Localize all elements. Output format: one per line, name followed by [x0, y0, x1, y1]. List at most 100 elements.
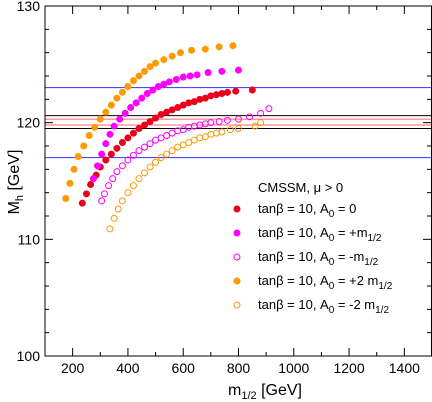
- series-3-point-22: [201, 45, 209, 53]
- series-2-point-25: [246, 113, 254, 121]
- series-0-point-13: [146, 118, 154, 125]
- x-tick-label-4: 1000: [278, 360, 309, 376]
- series-3-point-24: [229, 42, 237, 50]
- series-3-point-3: [74, 153, 82, 160]
- series-4-point-11: [163, 150, 171, 158]
- series-3-point-9: [107, 101, 115, 109]
- series-0-point-11: [135, 125, 143, 132]
- series-3-point-0: [62, 195, 70, 202]
- series-0-point-0: [78, 199, 86, 207]
- series-0-point-26: [218, 90, 226, 97]
- series-3-point-20: [176, 49, 184, 57]
- series-4-point-10: [157, 154, 165, 162]
- series-0-point-27: [223, 88, 231, 96]
- legend-marker-2: [233, 253, 241, 261]
- series-2-point-10: [146, 140, 154, 148]
- data-points: [62, 42, 273, 233]
- series-0-point-20: [185, 99, 193, 107]
- series-1-point-19: [193, 71, 201, 79]
- series-2-point-0: [98, 197, 106, 205]
- series-0-point-2: [87, 181, 95, 188]
- series-0-point-24: [207, 92, 215, 100]
- series-3-point-10: [113, 94, 121, 102]
- x-tick-label-3: 800: [227, 360, 251, 376]
- series-1-point-7: [121, 109, 129, 117]
- x-tick-label-1: 400: [116, 360, 140, 376]
- series-2-point-5: [118, 162, 126, 170]
- series-3-point-8: [102, 108, 110, 116]
- legend-header: CMSSM, μ > 0: [258, 180, 343, 195]
- series-1-point-11: [143, 90, 151, 97]
- y-tick-label-2: 120: [17, 115, 41, 131]
- series-3-point-16: [146, 63, 154, 71]
- series-2-point-27: [265, 105, 273, 113]
- series-1-point-0: [89, 175, 97, 183]
- series-4-point-22: [226, 126, 234, 134]
- series-4-point-8: [146, 163, 154, 171]
- series-2-point-8: [135, 147, 143, 155]
- x-axis-title: m1/2 [GeV]: [228, 382, 302, 402]
- legend-marker-4: [233, 301, 241, 309]
- series-4-point-5: [129, 182, 137, 190]
- series-4-point-12: [168, 147, 176, 155]
- series-0-point-29: [248, 86, 256, 94]
- series-3-point-1: [66, 179, 74, 187]
- series-1-point-12: [149, 86, 157, 94]
- series-2-point-23: [223, 116, 231, 124]
- series-4-point-21: [218, 128, 226, 136]
- series-2-point-21: [207, 119, 215, 127]
- series-4-point-19: [207, 130, 215, 138]
- series-1-point-8: [127, 104, 135, 111]
- series-4-point-7: [141, 169, 149, 177]
- series-2-point-20: [201, 120, 209, 128]
- series-1-point-5: [110, 122, 118, 130]
- series-3-point-7: [96, 115, 104, 123]
- series-3-point-6: [91, 123, 99, 131]
- series-2-point-1: [100, 190, 108, 198]
- series-0-point-7: [113, 144, 121, 152]
- series-3-point-2: [70, 165, 78, 173]
- x-tick-label-0: 200: [61, 360, 85, 376]
- series-4-point-4: [124, 189, 132, 197]
- series-3-point-14: [135, 72, 143, 80]
- series-2-point-24: [235, 115, 242, 123]
- axis-tick-labels: 200 400 600 800 1000 1200 1400 100 110 120 130: [17, 0, 420, 376]
- series-3-point-13: [129, 77, 137, 85]
- series-0-point-28: [232, 87, 240, 95]
- series-3-point-11: [118, 88, 126, 96]
- series-1-point-20: [204, 69, 212, 76]
- legend-label-2: tanβ = 10, A0 = -m1/2: [258, 249, 379, 268]
- series-4-point-25: [257, 119, 265, 127]
- series-2-point-22: [215, 118, 223, 125]
- series-1-point-4: [106, 130, 114, 138]
- legend-marker-1: [233, 229, 241, 237]
- series-3-point-17: [152, 59, 160, 67]
- series-0-point-25: [212, 91, 220, 99]
- series-0-point-12: [141, 121, 149, 129]
- series-2-point-3: [109, 175, 117, 183]
- series-1-point-9: [132, 99, 140, 107]
- x-tick-label-6: 1400: [389, 360, 420, 376]
- series-2-point-6: [124, 156, 132, 164]
- series-1-point-15: [165, 78, 173, 86]
- series-1-point-1: [94, 162, 102, 170]
- series-3-point-4: [80, 142, 88, 150]
- series-0-point-22: [196, 95, 204, 103]
- series-0-point-6: [107, 150, 115, 158]
- series-3-point-19: [168, 52, 176, 60]
- legend: CMSSM, μ > 0 tanβ = 10, A0 = 0 tanβ = 10,…: [233, 180, 393, 316]
- legend-label-1: tanβ = 10, A0 = +m1/2: [258, 225, 382, 244]
- series-2-point-7: [129, 151, 137, 159]
- series-0-point-8: [118, 139, 126, 146]
- series-3-point-23: [215, 43, 223, 51]
- legend-label-3: tanβ = 10, A0 = +2 m1/2: [258, 273, 393, 292]
- series-4-point-3: [118, 197, 126, 205]
- series-4-point-23: [235, 125, 242, 132]
- x-tick-label-2: 600: [172, 360, 196, 376]
- series-4-point-9: [152, 158, 160, 166]
- series-1-point-6: [116, 115, 124, 123]
- series-4-point-0: [106, 225, 114, 233]
- series-3-point-12: [124, 83, 132, 90]
- series-0-point-9: [124, 134, 132, 142]
